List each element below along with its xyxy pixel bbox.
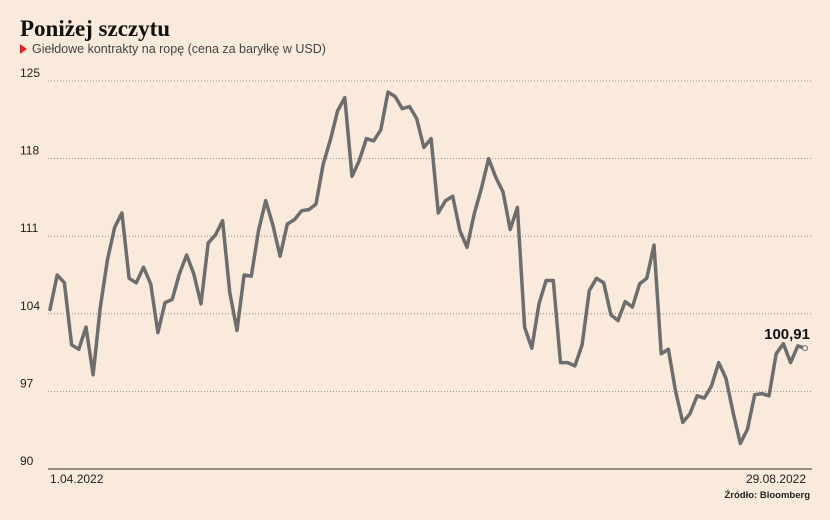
chart-title: Poniżej szczytu <box>20 16 171 41</box>
y-tick-label: 111 <box>20 221 39 235</box>
y-tick-label: 125 <box>20 66 40 80</box>
last-value-label: 100,91 <box>764 326 810 343</box>
grid-lines <box>48 80 812 392</box>
series-line-price <box>48 90 807 446</box>
chart-subtitle: Giełdowe kontrakty na ropę (cena za bary… <box>20 42 326 56</box>
x-end-date-label: 29.08.2022 <box>746 472 806 486</box>
y-tick-labels: 90 97 104 111 118 125 <box>20 66 40 468</box>
x-start-date-label: 1.04.2022 <box>50 472 104 486</box>
source-note: Źródło: Bloomberg <box>724 490 811 501</box>
y-tick-label: 90 <box>20 454 34 468</box>
last-data-point <box>802 345 808 352</box>
subtitle-marker-icon <box>20 44 27 54</box>
y-tick-label: 97 <box>20 376 34 390</box>
y-tick-label: 118 <box>20 144 39 158</box>
y-tick-label: 104 <box>20 299 40 313</box>
subtitle-text: Giełdowe kontrakty na ropę (cena za bary… <box>32 42 326 56</box>
